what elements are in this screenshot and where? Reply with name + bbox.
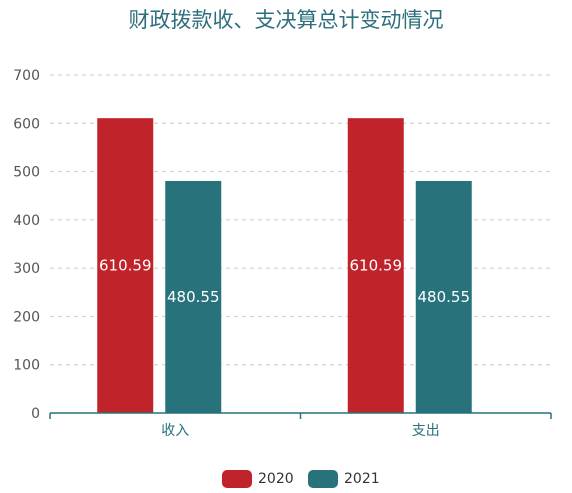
bar-2021-1 xyxy=(415,180,472,413)
x-tick-label-1: 支出 xyxy=(412,423,440,439)
legend-label-2021: 2021 xyxy=(344,471,380,487)
y-tick-label-400: 400 xyxy=(13,213,40,229)
x-tick-label-0: 收入 xyxy=(161,423,189,439)
legend-swatch-2021 xyxy=(308,470,338,488)
x-axis-ticks: 收入 支出 xyxy=(161,423,440,439)
x-axis xyxy=(49,412,552,419)
y-tick-label-300: 300 xyxy=(13,261,40,277)
bars: 610.59 480.55 610.59 480.55 xyxy=(97,118,472,414)
legend: 2020 2021 xyxy=(0,468,572,490)
y-tick-label-0: 0 xyxy=(31,406,40,422)
y-tick-label-600: 600 xyxy=(13,116,40,132)
y-axis-ticks: 0 100 200 300 400 500 600 700 xyxy=(13,68,40,422)
data-label-2021-1: 480.55 xyxy=(418,288,471,306)
data-label-2020-1: 610.59 xyxy=(350,257,403,275)
legend-item-2020[interactable]: 2020 xyxy=(222,468,294,490)
y-tick-label-100: 100 xyxy=(13,358,40,374)
chart-title: 财政拨款收、支决算总计变动情况 xyxy=(128,8,444,32)
y-tick-label-200: 200 xyxy=(13,309,40,325)
y-tick-label-500: 500 xyxy=(13,165,40,181)
bar-2020-1 xyxy=(347,118,404,414)
data-label-2021-0: 480.55 xyxy=(167,288,220,306)
legend-item-2021[interactable]: 2021 xyxy=(308,468,380,490)
y-tick-label-700: 700 xyxy=(13,68,40,84)
legend-swatch-2020 xyxy=(222,470,252,488)
bar-2020-0 xyxy=(97,118,154,414)
bar-2021-0 xyxy=(165,180,222,413)
data-label-2020-0: 610.59 xyxy=(99,257,152,275)
legend-label-2020: 2020 xyxy=(258,471,294,487)
